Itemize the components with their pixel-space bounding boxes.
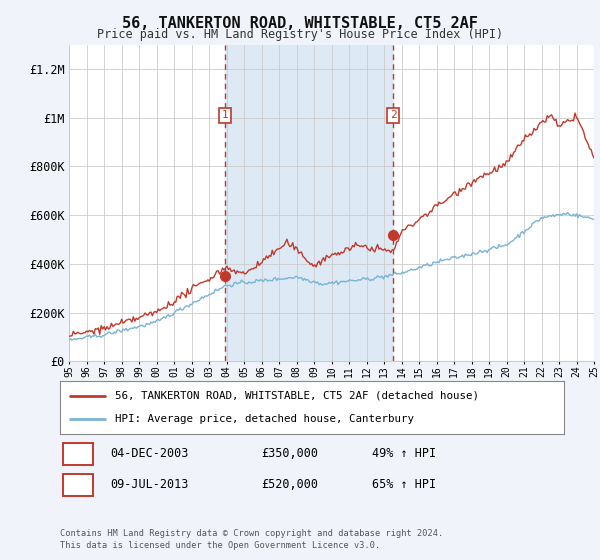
Text: £350,000: £350,000 (262, 447, 319, 460)
Text: 2: 2 (390, 110, 397, 120)
FancyBboxPatch shape (62, 474, 93, 496)
Text: 04-DEC-2003: 04-DEC-2003 (110, 447, 189, 460)
Text: 1: 1 (222, 110, 229, 120)
Text: HPI: Average price, detached house, Canterbury: HPI: Average price, detached house, Cant… (115, 414, 415, 424)
Text: 56, TANKERTON ROAD, WHITSTABLE, CT5 2AF (detached house): 56, TANKERTON ROAD, WHITSTABLE, CT5 2AF … (115, 391, 479, 401)
Bar (225, 45, 393, 361)
FancyBboxPatch shape (62, 444, 93, 465)
Text: 49% ↑ HPI: 49% ↑ HPI (373, 447, 437, 460)
Text: Price paid vs. HM Land Registry's House Price Index (HPI): Price paid vs. HM Land Registry's House … (97, 28, 503, 41)
Text: 56, TANKERTON ROAD, WHITSTABLE, CT5 2AF: 56, TANKERTON ROAD, WHITSTABLE, CT5 2AF (122, 16, 478, 31)
Text: 09-JUL-2013: 09-JUL-2013 (110, 478, 189, 491)
Text: £520,000: £520,000 (262, 478, 319, 491)
Text: 2: 2 (74, 478, 82, 491)
Text: 1: 1 (74, 447, 82, 460)
Text: Contains HM Land Registry data © Crown copyright and database right 2024.
This d: Contains HM Land Registry data © Crown c… (60, 529, 443, 550)
Text: 65% ↑ HPI: 65% ↑ HPI (373, 478, 437, 491)
